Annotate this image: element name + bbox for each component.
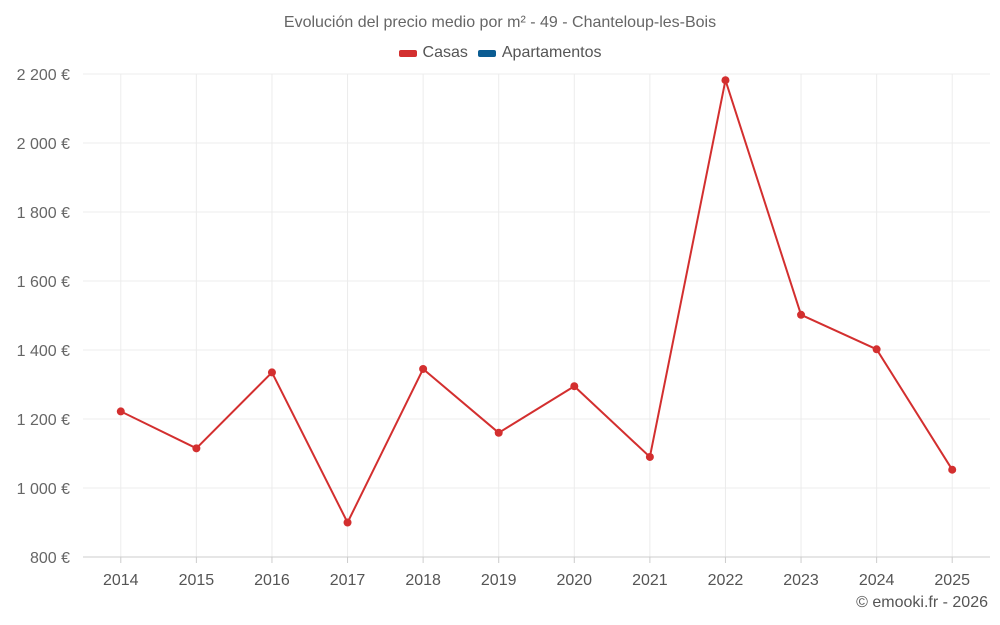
legend-item-casas[interactable]: Casas	[398, 44, 468, 62]
chart-title: Evolución del precio medio por m² - 49 -…	[283, 14, 717, 31]
legend-label-casas: Casas	[422, 44, 468, 61]
data-point	[116, 407, 125, 416]
x-tick-label: 2021	[632, 572, 668, 589]
data-point	[192, 444, 201, 453]
legend-swatch-casas	[398, 49, 417, 57]
x-tick-label: 2024	[859, 572, 895, 589]
y-tick-label: 1 600 €	[17, 274, 70, 291]
x-tick-label: 2018	[405, 572, 441, 589]
data-point	[570, 382, 579, 391]
data-point	[645, 452, 654, 461]
data-point	[343, 518, 352, 527]
data-point	[419, 364, 428, 373]
x-tick-label: 2022	[708, 572, 744, 589]
y-tick-label: 1 400 €	[17, 343, 70, 360]
credit-text: © emooki.fr - 2026	[856, 594, 988, 611]
legend-swatch-apartamentos	[477, 49, 496, 57]
data-point	[872, 345, 881, 354]
y-tick-label: 2 000 €	[17, 136, 70, 153]
series-line-casas	[120, 79, 954, 524]
data-point	[494, 428, 503, 437]
y-tick-label: 2 200 €	[17, 67, 70, 84]
data-point	[267, 368, 276, 377]
x-tick-label: 2016	[254, 572, 290, 589]
y-tick-label: 1 800 €	[17, 205, 70, 222]
x-tick-label: 2017	[330, 572, 366, 589]
data-point	[797, 310, 806, 319]
x-tick-label: 2023	[783, 572, 819, 589]
y-tick-label: 800 €	[30, 550, 70, 567]
legend-label-apartamentos: Apartamentos	[501, 44, 602, 61]
y-tick-label: 1 000 €	[17, 481, 70, 498]
y-tick-label: 1 200 €	[17, 412, 70, 429]
data-point	[948, 465, 957, 474]
x-tick-label: 2019	[481, 572, 517, 589]
legend: Casas Apartamentos	[0, 44, 1000, 62]
x-tick-label: 2025	[934, 572, 970, 589]
legend-item-apartamentos[interactable]: Apartamentos	[477, 44, 602, 62]
x-tick-label: 2014	[103, 572, 139, 589]
data-point	[721, 76, 730, 85]
x-tick-label: 2020	[556, 572, 592, 589]
x-tick-label: 2015	[179, 572, 215, 589]
